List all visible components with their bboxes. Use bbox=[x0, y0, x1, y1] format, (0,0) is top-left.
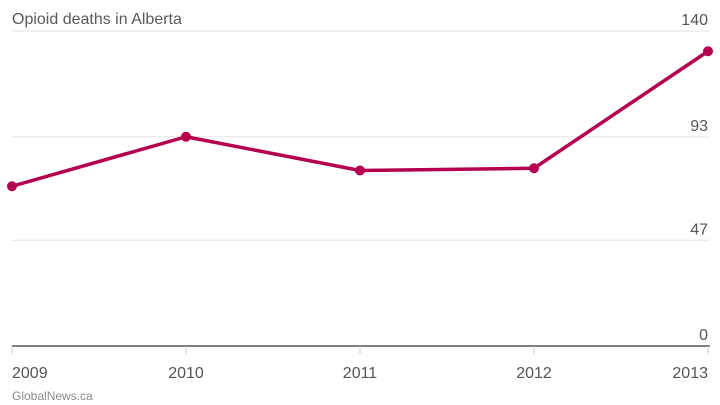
chart-title: Opioid deaths in Alberta bbox=[12, 11, 182, 28]
data-point bbox=[355, 165, 365, 176]
x-tick-label: 2009 bbox=[12, 365, 48, 382]
data-point bbox=[529, 163, 539, 174]
series-layer bbox=[7, 46, 713, 192]
y-tick-label: 0 bbox=[699, 327, 708, 344]
data-point bbox=[703, 46, 713, 57]
gridlines bbox=[12, 30, 710, 241]
x-tick-labels: 2009 2010 2011 2012 2013 bbox=[11, 346, 709, 382]
source-credit: GlobalNews.ca bbox=[12, 389, 93, 403]
y-tick-labels: 0 47 93 140 bbox=[681, 12, 708, 344]
x-tick-label: 2010 bbox=[168, 365, 204, 382]
x-tick-label: 2013 bbox=[672, 365, 708, 382]
y-tick-label: 140 bbox=[681, 12, 708, 29]
data-point bbox=[7, 181, 17, 192]
data-point bbox=[181, 131, 191, 142]
x-tick-label: 2011 bbox=[343, 365, 378, 382]
y-tick-label: 47 bbox=[690, 221, 708, 238]
y-tick-label: 93 bbox=[690, 118, 708, 135]
x-tick-label: 2012 bbox=[516, 365, 552, 382]
